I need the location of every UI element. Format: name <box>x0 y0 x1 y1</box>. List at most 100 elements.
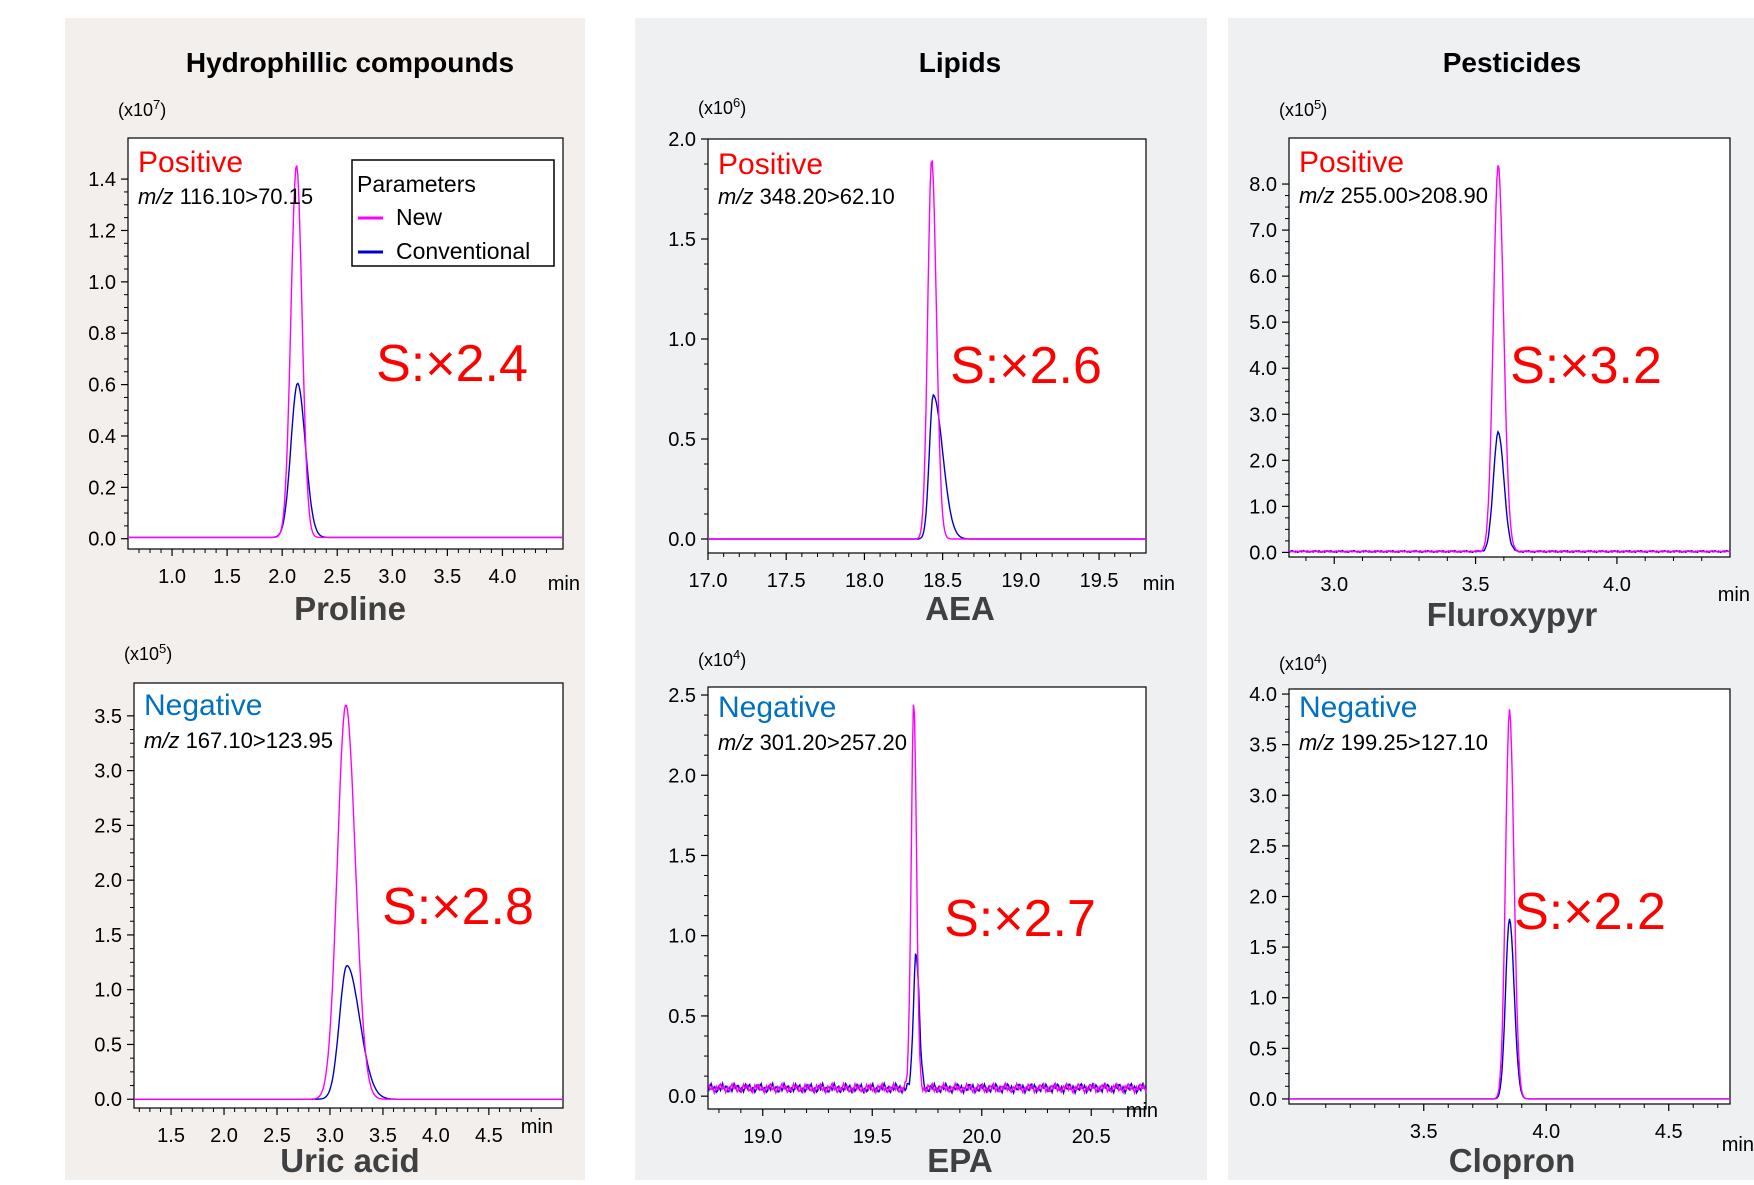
x-tick-label: 19.5 <box>853 1126 892 1148</box>
series-new-line <box>1289 709 1730 1100</box>
y-tick-label: 3.5 <box>94 706 122 728</box>
column-title: Hydrophillic compounds <box>186 47 514 78</box>
x-tick-label: 19.5 <box>1080 570 1119 592</box>
series-new-line <box>708 704 1147 1096</box>
y-tick-label: 1.0 <box>668 329 696 351</box>
x-unit-label: min <box>521 1116 553 1138</box>
x-unit-label: min <box>1718 584 1750 606</box>
column-title: Pesticides <box>1443 47 1582 78</box>
y-tick-label: 2.5 <box>1249 836 1277 858</box>
series-new-line <box>128 165 563 539</box>
x-tick-label: 3.0 <box>1320 574 1348 596</box>
y-tick-label: 0.0 <box>88 529 116 551</box>
y-tick-label: 7.0 <box>1249 220 1277 242</box>
y-tick-label: 2.0 <box>1249 450 1277 472</box>
y-tick-label: 0.5 <box>1249 1038 1277 1060</box>
y-tick-label: 6.0 <box>1249 266 1277 288</box>
chromatogram-fluroxypyr: 0.0 1.0 2.0 3.0 4.0 5.0 6.0 7.0 8.0 3.0 3.5 4.0 min (… <box>1249 97 1750 634</box>
x-tick-label: 18.0 <box>845 570 884 592</box>
compound-name: Proline <box>294 590 406 627</box>
y-tick-label: 0.6 <box>88 375 116 397</box>
x-tick-label: 4.0 <box>422 1125 450 1147</box>
compound-name: EPA <box>927 1142 992 1179</box>
ionization-mode-label: Negative <box>718 691 836 724</box>
ionization-mode-label: Negative <box>144 689 262 722</box>
y-exponent-label: (x104) <box>1279 651 1327 675</box>
legend-label-conventional: Conventional <box>396 238 530 264</box>
y-tick-label: 0.0 <box>94 1089 122 1111</box>
legend-title: Parameters <box>357 171 476 197</box>
compound-name: AEA <box>925 590 995 627</box>
chromatogram-clopron: 0.0 0.5 1.0 1.5 2.0 2.5 3.0 3.5 4.0 3.5 4.0 4.5 min (… <box>1249 651 1754 1180</box>
y-tick-label: 1.0 <box>94 980 122 1002</box>
y-tick-label: 1.0 <box>88 272 116 294</box>
y-tick-label: 0.0 <box>1249 542 1277 564</box>
y-exponent-label: (x105) <box>124 641 172 665</box>
plot-area <box>1288 688 1731 1105</box>
legend-label-new: New <box>396 204 442 230</box>
legend-box <box>351 159 555 267</box>
x-tick-label: 18.5 <box>923 570 962 592</box>
x-tick-label: 2.5 <box>323 566 351 588</box>
signal-ratio-label: S:×2.6 <box>950 337 1102 395</box>
mz-transition-label: m/z 301.20>257.20 <box>718 730 907 755</box>
mz-transition-label: m/z 348.20>62.10 <box>718 184 895 209</box>
plot-area <box>707 686 1147 1110</box>
y-exponent-label: (x105) <box>1279 97 1327 121</box>
x-unit-label: min <box>548 573 580 595</box>
y-tick-label: 1.0 <box>1249 496 1277 518</box>
x-tick-label: 4.0 <box>1532 1121 1560 1143</box>
x-tick-label: 3.5 <box>1462 574 1490 596</box>
y-tick-label: 8.0 <box>1249 174 1277 196</box>
x-unit-label: min <box>1126 1100 1158 1122</box>
x-tick-label: 3.5 <box>433 566 461 588</box>
compound-name: Uric acid <box>280 1142 419 1179</box>
x-tick-label: 3.5 <box>369 1125 397 1147</box>
compound-name: Clopron <box>1449 1142 1575 1179</box>
y-exponent-label: (x104) <box>698 647 746 671</box>
chromatogram-panels: 0.0 0.2 0.4 0.6 0.8 1.0 1.2 1.4 1.0 1.5 2.0 2.5 3.0 3… <box>88 95 1754 1180</box>
x-tick-label: 4.5 <box>475 1125 503 1147</box>
y-tick-label: 1.0 <box>668 926 696 948</box>
x-tick-label: 1.5 <box>213 566 241 588</box>
signal-ratio-label: S:×2.2 <box>1514 883 1666 941</box>
y-tick-label: 0.8 <box>88 323 116 345</box>
y-tick-label: 0.0 <box>668 1086 696 1108</box>
y-tick-label: 4.0 <box>1249 358 1277 380</box>
x-tick-label: 17.5 <box>767 570 806 592</box>
chromatogram-uric-acid: 0.0 0.5 1.0 1.5 2.0 2.5 3.0 3.5 1.5 2.0 2.5 3.0 3.5 4… <box>94 641 564 1179</box>
y-tick-label: 2.0 <box>668 129 696 151</box>
x-tick-label: 19.0 <box>1001 570 1040 592</box>
ionization-mode-label: Negative <box>1299 691 1417 724</box>
y-tick-label: 0.5 <box>668 429 696 451</box>
chromatogram-aea: 0.0 0.5 1.0 1.5 2.0 17.0 17.5 18.0 18.5 19.0 19.5 m… <box>668 95 1175 628</box>
x-tick-label: 3.0 <box>378 566 406 588</box>
signal-ratio-label: S:×2.4 <box>376 335 528 393</box>
mz-transition-label: m/z 116.10>70.15 <box>138 184 313 209</box>
series-new-line <box>134 704 563 1100</box>
y-tick-label: 2.5 <box>94 815 122 837</box>
mz-transition-label: m/z 199.25>127.10 <box>1299 730 1488 755</box>
y-tick-label: 2.0 <box>94 870 122 892</box>
y-tick-label: 3.0 <box>1249 785 1277 807</box>
ionization-mode-label: Positive <box>718 148 823 181</box>
signal-ratio-label: S:×2.8 <box>382 878 534 936</box>
y-tick-label: 0.5 <box>668 1006 696 1028</box>
compound-name: Fluroxypyr <box>1427 596 1598 633</box>
x-tick-label: 20.0 <box>962 1126 1001 1148</box>
x-tick-label: 2.0 <box>268 566 296 588</box>
x-tick-label: 17.0 <box>689 570 728 592</box>
y-tick-label: 3.0 <box>94 761 122 783</box>
ionization-mode-label: Positive <box>1299 146 1404 179</box>
signal-ratio-label: S:×3.2 <box>1510 337 1662 395</box>
x-tick-label: 20.5 <box>1072 1126 1111 1148</box>
x-tick-label: 4.5 <box>1655 1121 1683 1143</box>
y-tick-label: 0.2 <box>88 477 116 499</box>
x-tick-label: 4.0 <box>1603 574 1631 596</box>
y-tick-label: 3.5 <box>1249 735 1277 757</box>
x-tick-label: 19.0 <box>743 1126 782 1148</box>
series-new-line <box>1289 165 1731 554</box>
signal-ratio-label: S:×2.7 <box>944 890 1096 948</box>
y-tick-label: 3.0 <box>1249 404 1277 426</box>
